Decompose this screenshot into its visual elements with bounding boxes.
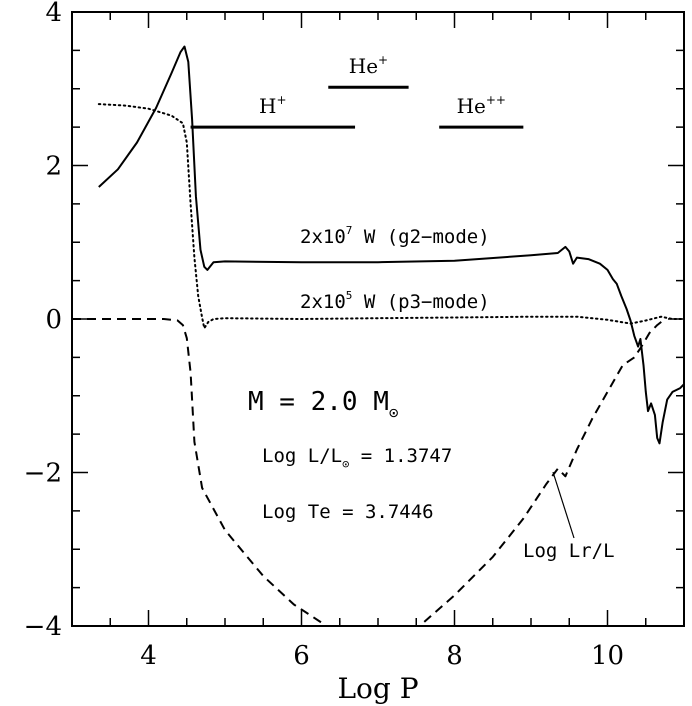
x-tick-label: 8	[446, 641, 463, 671]
x-tick-label: 4	[140, 641, 157, 671]
g2-mode-curve	[98, 45, 684, 445]
p3-mode-curve	[97, 103, 684, 330]
ionization-zone-label: H+	[259, 93, 287, 118]
mass-label: M = 2.0 M⊙	[248, 387, 399, 422]
y-tick-label: −4	[24, 612, 62, 642]
ionization-zone-label: He+	[349, 53, 388, 78]
ionization-zone-label: He++	[457, 93, 506, 118]
ionization-zones: H+ He+ He++	[190, 53, 524, 129]
temperature-label: Log Te = 3.7446	[262, 501, 434, 523]
x-axis-title: Log P	[337, 672, 418, 705]
luminosity-label: Log L/L⊙ = 1.3747	[262, 445, 452, 471]
y-tick-label: −2	[24, 459, 62, 489]
series-layer	[72, 45, 684, 626]
log-lr-curve	[72, 318, 666, 626]
ticks	[71, 11, 685, 627]
g2-mode-label: 2x107 W (g2−mode)	[300, 224, 490, 248]
y-tick-label: 4	[45, 0, 62, 28]
p3-mode-label: 2x105 W (p3−mode)	[300, 289, 490, 313]
lr-label: Log Lr/L	[523, 540, 615, 562]
x-tick-label: 6	[293, 641, 310, 671]
tick-labels: 4 6 8 10 −4 −2 0 2 4	[24, 0, 624, 671]
x-tick-label: 10	[591, 641, 624, 671]
y-tick-label: 0	[45, 305, 62, 335]
lr-label-pointer	[552, 471, 575, 539]
y-tick-label: 2	[45, 152, 62, 182]
